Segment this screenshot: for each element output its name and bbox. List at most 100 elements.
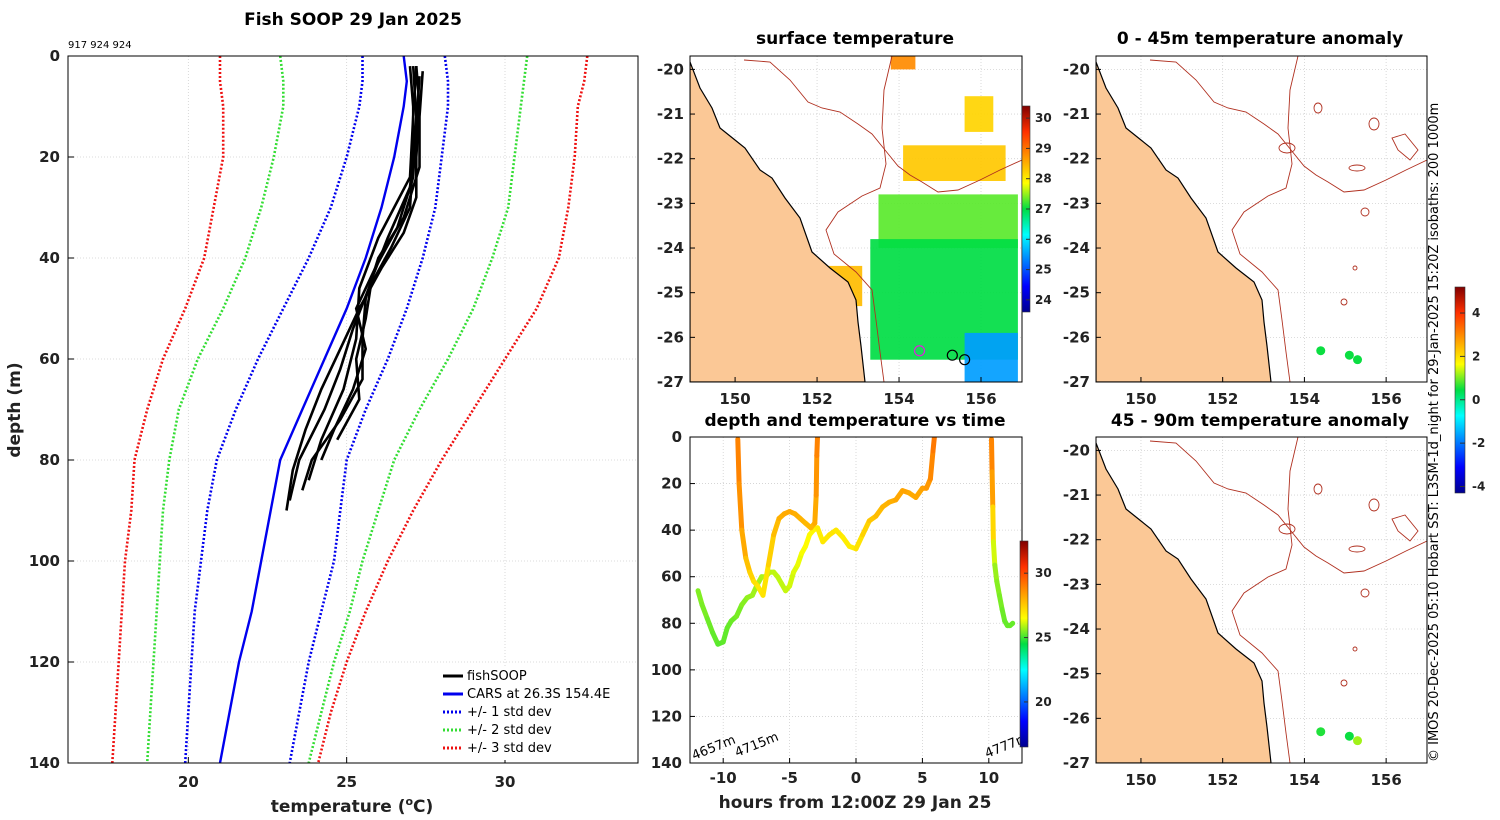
sst-region-1 xyxy=(878,194,1018,248)
anomaly2-lon-label: 156 xyxy=(1370,771,1401,789)
std-line--1-std-dev xyxy=(288,55,450,764)
sst-lat-label: -27 xyxy=(657,373,684,391)
sst-region-3 xyxy=(964,332,1018,382)
anomaly-cbar-label: -4 xyxy=(1472,479,1485,493)
legend-std2: +/- 2 std dev xyxy=(467,723,552,738)
sst-lon-label: 154 xyxy=(883,390,914,408)
sst-lat-label: -26 xyxy=(657,328,684,346)
time-track-3-seg-8 xyxy=(860,518,872,538)
time-series xyxy=(695,437,1016,647)
sst-colorbar-ticks: 30 29 28 27 26 25 24 xyxy=(1026,111,1052,307)
anomaly1-lon-label: 156 xyxy=(1370,390,1401,408)
time-track-3-seg-7 xyxy=(853,532,866,552)
anomaly2-lon-label: 150 xyxy=(1125,771,1156,789)
anomaly1-lat-label: -22 xyxy=(1063,150,1090,168)
anomaly1-ticks: 150 152 154 156 -20 -21 -22 -23 -24 -25 -26 -27 xyxy=(1063,60,1402,408)
time-ytick-label: 140 xyxy=(651,754,682,772)
profile-xtick-label: 20 xyxy=(178,773,199,791)
cars-location-marker xyxy=(913,345,926,357)
time-track-2-seg-20 xyxy=(814,437,820,459)
time-title: depth and temperature vs time xyxy=(705,411,1006,431)
anomaly1-lat-label: -26 xyxy=(1063,328,1090,346)
anomaly2-lat-label: -26 xyxy=(1063,709,1090,727)
time-ytick-label: 0 xyxy=(672,428,682,446)
anomaly-colorbar-ticks: 4 2 0 -2 -4 xyxy=(1460,306,1485,493)
profile-ytick-label: 60 xyxy=(39,350,60,368)
profile-ytick-label: 80 xyxy=(39,451,60,469)
sst-lat-label: -24 xyxy=(657,239,684,257)
anomaly2-ticks: 150 152 154 156 -20 -21 -22 -23 -24 -25 -26 -27 xyxy=(1063,441,1402,789)
anomaly1-isobath-1000 xyxy=(1231,56,1299,382)
sst-cbar-label: 27 xyxy=(1035,202,1052,216)
anomaly1-point-3 xyxy=(1353,355,1363,365)
time-track-2-seg-8 xyxy=(760,562,771,598)
sst-lon-label: 156 xyxy=(965,390,996,408)
anomaly1-panel: 0 - 45m temperature anomaly 150 152 154 156… xyxy=(1063,29,1428,408)
fishsoop-profile-3 xyxy=(301,71,424,491)
time-track-4-seg-3 xyxy=(990,504,996,545)
profile-legend: fishSOOP CARS at 26.3S 154.4E +/- 1 std … xyxy=(438,666,636,760)
anomaly2-isobath-1000 xyxy=(1231,437,1299,763)
anomaly2-title: 45 - 90m temperature anomaly xyxy=(1111,411,1409,431)
fishsoop-profile-6 xyxy=(307,66,418,481)
sst-lon-label: 152 xyxy=(801,390,832,408)
station-marker-2 xyxy=(959,354,971,366)
anomaly2-frame xyxy=(1095,436,1428,764)
time-xtick-label: -10 xyxy=(710,769,737,787)
anomaly1-lon-label: 154 xyxy=(1289,390,1320,408)
time-track-3-seg-19 xyxy=(927,448,936,482)
time-ytick-label: 60 xyxy=(661,568,682,586)
sst-lat-label: -20 xyxy=(657,60,684,78)
sst-lat-label: -25 xyxy=(657,284,684,302)
anomaly-cbar-label: -2 xyxy=(1472,436,1485,450)
time-track-2-seg-10 xyxy=(771,516,782,538)
anomaly1-land xyxy=(1096,61,1272,382)
sst-lat-label: -23 xyxy=(657,194,684,212)
anomaly1-lat-label: -24 xyxy=(1063,239,1090,257)
time-xtick-label: 0 xyxy=(851,769,861,787)
anomaly2-point-3 xyxy=(1353,736,1363,746)
time-ytick-label: 80 xyxy=(661,614,682,632)
profile-xlabel: temperature (oC) xyxy=(271,795,434,817)
anomaly1-point-2 xyxy=(1344,350,1354,360)
profile-ticks: 20 25 30 0 20 40 60 80 100 120 140 xyxy=(29,47,516,791)
profile-ytick-label: 140 xyxy=(29,754,60,772)
anomaly1-lat-label: -27 xyxy=(1063,373,1090,391)
sst-cbar-label: 28 xyxy=(1035,172,1052,186)
cars-profile-line xyxy=(218,55,409,764)
anomaly2-lat-label: -27 xyxy=(1063,754,1090,772)
anomaly-colorbar xyxy=(1454,286,1466,494)
sst-isobath-200 xyxy=(743,59,1022,193)
std-line--3-std-dev xyxy=(316,55,589,764)
profile-ytick-label: 100 xyxy=(29,552,60,570)
time-colorbar-ticks: 30 25 20 xyxy=(1024,566,1052,709)
time-track-2-seg-9 xyxy=(765,532,777,568)
profile-panel: Fish SOOP 29 Jan 2025 917 924 924 20 25 30… xyxy=(5,10,639,817)
profile-frame xyxy=(67,55,639,764)
time-track-4-seg-4 xyxy=(990,539,998,568)
time-xlabel: hours from 12:00Z 29 Jan 25 xyxy=(719,793,992,813)
time-colorbar xyxy=(1019,540,1029,748)
sst-cbar-label: 29 xyxy=(1035,141,1052,155)
sst-region-6 xyxy=(964,96,994,132)
time-grid xyxy=(690,437,1022,763)
station-marker-1 xyxy=(946,349,958,361)
time-track-2-seg-1 xyxy=(735,437,742,487)
sst-cbar-label: 24 xyxy=(1035,293,1052,307)
anomaly1-point-1 xyxy=(1316,346,1326,356)
std-line--2-std-dev xyxy=(145,55,285,764)
legend-std3: +/- 3 std dev xyxy=(467,741,552,756)
anomaly1-seamounts xyxy=(1278,102,1419,306)
anomaly1-lon-label: 152 xyxy=(1207,390,1238,408)
time-panel: depth and temperature vs time -10 -5 0 5 100… xyxy=(651,411,1052,813)
sst-isobath-1000 xyxy=(825,56,893,382)
anomaly2-lat-label: -20 xyxy=(1063,441,1090,459)
anomaly2-lon-label: 154 xyxy=(1289,771,1320,789)
time-cbar-label: 25 xyxy=(1035,631,1052,645)
profile-ids: 917 924 924 xyxy=(68,40,132,51)
anomaly2-lat-label: -22 xyxy=(1063,531,1090,549)
profile-ytick-label: 0 xyxy=(50,47,60,65)
time-track-2-seg-18 xyxy=(812,492,819,526)
